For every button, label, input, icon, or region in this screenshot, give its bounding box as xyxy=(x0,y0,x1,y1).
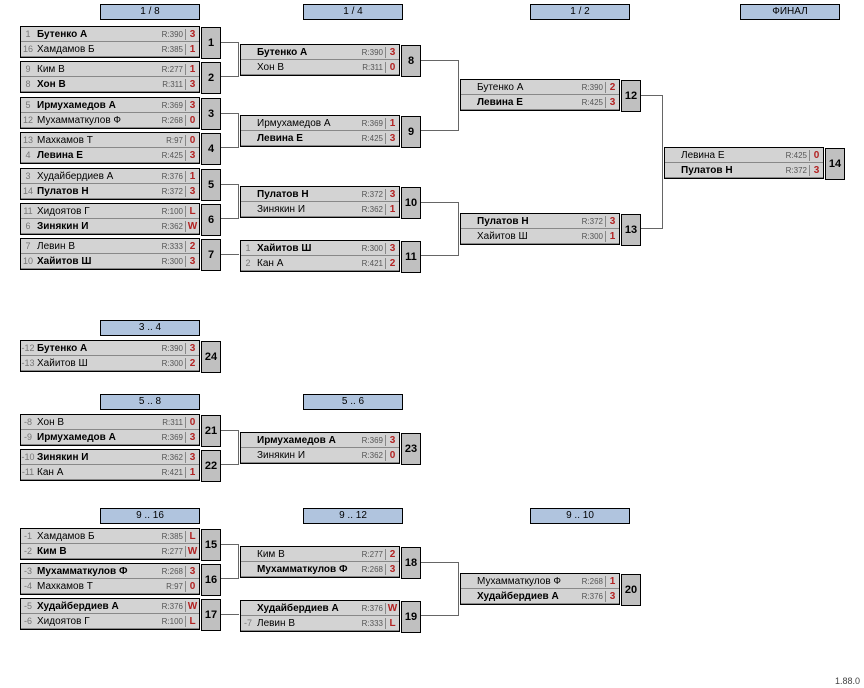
match: 5Ирмухамедов АR:369312Мухамматкулов ФR:2… xyxy=(20,97,200,129)
match: Мухамматкулов ФR:2681Худайбердиев АR:376… xyxy=(460,573,620,605)
match: Бутенко АR:3903Хон ВR:31108 xyxy=(240,44,400,76)
stage-header: 9 .. 10 xyxy=(530,508,630,524)
connector xyxy=(221,544,239,579)
match: -8Хон ВR:3110-9Ирмухамедов АR:369321 xyxy=(20,414,200,446)
match: 13Махкамов ТR:9704Левина ЕR:42534 xyxy=(20,132,200,164)
match: 1Хайитов ШR:30032Кан АR:421211 xyxy=(240,240,400,272)
version-label: 1.88.0 xyxy=(835,676,860,686)
match: Левина ЕR:4250Пулатов НR:372314 xyxy=(664,147,824,179)
stage-header: 9 .. 16 xyxy=(100,508,200,524)
stage-header: 5 .. 8 xyxy=(100,394,200,410)
match: 1Бутенко АR:390316Хамдамов БR:38511 xyxy=(20,26,200,58)
match: -5Худайбердиев АR:376W-6Хидоятов ГR:100L… xyxy=(20,598,200,630)
match: Худайбердиев АR:376W-7Левин ВR:333L19 xyxy=(240,600,400,632)
connector xyxy=(221,614,239,615)
match: Ким ВR:2772Мухамматкулов ФR:268318 xyxy=(240,546,400,578)
stage-header: 1 / 4 xyxy=(303,4,403,20)
connector xyxy=(221,254,239,255)
match: Бутенко АR:3902Левина ЕR:425312 xyxy=(460,79,620,111)
match: -12Бутенко АR:3903-13Хайитов ШR:300224 xyxy=(20,340,200,372)
connector xyxy=(221,430,239,465)
match: 3Худайбердиев АR:376114Пулатов НR:37235 xyxy=(20,168,200,200)
connector xyxy=(221,42,239,77)
match: -10Зинякин ИR:3623-11Кан АR:421122 xyxy=(20,449,200,481)
match: Ирмухамедов АR:3693Зинякин ИR:362023 xyxy=(240,432,400,464)
match: 9Ким ВR:27718Хон ВR:31132 xyxy=(20,61,200,93)
match: Ирмухамедов АR:3691Левина ЕR:42539 xyxy=(240,115,400,147)
match: -1Хамдамов БR:385L-2Ким ВR:277W15 xyxy=(20,528,200,560)
connector xyxy=(421,562,459,616)
stage-header: 1 / 2 xyxy=(530,4,630,20)
stage-header: 9 .. 12 xyxy=(303,508,403,524)
match: 7Левин ВR:333210Хайитов ШR:30037 xyxy=(20,238,200,270)
stage-header: ФИНАЛ xyxy=(740,4,840,20)
connector xyxy=(221,184,239,219)
match: 11Хидоятов ГR:100L6Зинякин ИR:362W6 xyxy=(20,203,200,235)
stage-header: 3 .. 4 xyxy=(100,320,200,336)
connector xyxy=(421,202,459,256)
connector xyxy=(641,95,663,229)
connector xyxy=(221,113,239,148)
stage-header: 5 .. 6 xyxy=(303,394,403,410)
match: Пулатов НR:3723Зинякин ИR:362110 xyxy=(240,186,400,218)
connector xyxy=(421,60,459,131)
match: Пулатов НR:3723Хайитов ШR:300113 xyxy=(460,213,620,245)
match: -3Мухамматкулов ФR:2683-4Махкамов ТR:970… xyxy=(20,563,200,595)
stage-header: 1 / 8 xyxy=(100,4,200,20)
